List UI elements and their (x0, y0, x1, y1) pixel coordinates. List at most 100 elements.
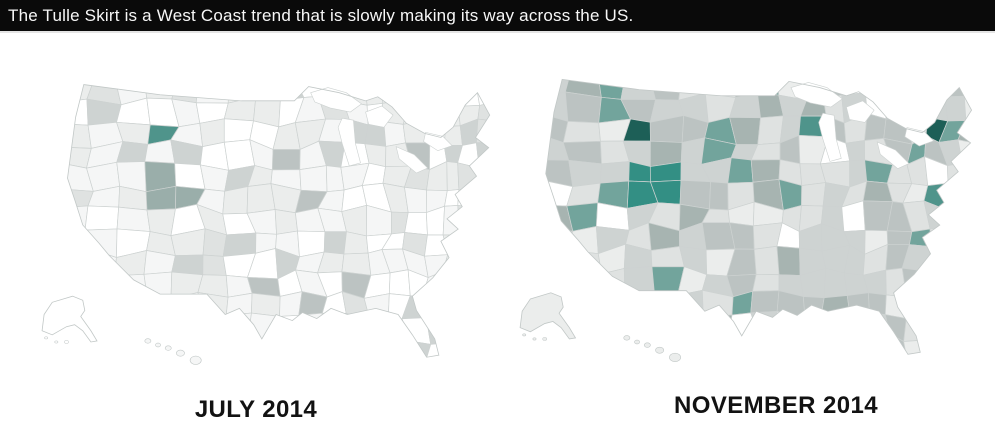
market-region (402, 97, 429, 125)
market-region (922, 293, 946, 313)
lake (365, 105, 394, 128)
hawaii-island (164, 345, 172, 351)
market-region (942, 224, 966, 252)
market-region (299, 165, 328, 193)
market-region (197, 291, 229, 318)
market-region (728, 337, 761, 355)
market-region (568, 159, 602, 188)
lake (846, 100, 875, 123)
market-region (67, 146, 92, 169)
market-region (962, 224, 972, 253)
market-region (597, 79, 626, 100)
market-region (457, 247, 478, 276)
market-region (473, 295, 490, 321)
us-choropleth-svg (519, 78, 973, 362)
market-region (957, 207, 972, 227)
market-region (757, 115, 784, 145)
market-region (422, 292, 445, 319)
market-region (316, 312, 347, 345)
market-region (383, 340, 412, 358)
market-region (406, 84, 429, 100)
market-region (841, 79, 869, 96)
market-region (821, 333, 848, 355)
market-region (884, 314, 907, 343)
market-region (474, 186, 490, 212)
market-region (461, 291, 476, 321)
market-region (316, 339, 348, 358)
market-region (958, 313, 972, 335)
market-region (801, 182, 827, 207)
headline-text: The Tulle Skirt is a West Coast trend th… (8, 6, 634, 25)
market-region (599, 161, 630, 184)
market-region (944, 79, 965, 98)
market-region (804, 337, 828, 355)
market-region (404, 212, 428, 236)
market-region (246, 183, 276, 214)
market-region (223, 118, 254, 143)
great-lakes (310, 87, 453, 174)
market-region (473, 319, 490, 336)
market-region (461, 318, 476, 344)
market-region (442, 271, 466, 294)
market-region (944, 95, 967, 122)
us-outline (545, 78, 973, 355)
market-region (802, 296, 825, 318)
market-region (597, 293, 629, 314)
market-region (199, 118, 225, 148)
map-figure-july-2014: JULY 2014 (38, 72, 506, 424)
lake (876, 141, 910, 169)
market-region (67, 248, 95, 280)
market-region (251, 292, 281, 317)
market-region (223, 139, 256, 171)
market-region (620, 79, 657, 101)
lake (423, 132, 453, 152)
market-region (146, 297, 172, 319)
market-region (114, 273, 148, 299)
hawaii-island (176, 349, 185, 357)
market-region (701, 337, 736, 355)
aleutian-island (64, 340, 69, 344)
market-region (445, 342, 468, 358)
market-region (598, 312, 629, 336)
market-region (927, 246, 944, 273)
market-region (67, 229, 93, 258)
market-region (457, 229, 479, 256)
market-region (67, 205, 89, 237)
market-region (409, 340, 432, 358)
market-region (149, 315, 172, 341)
market-region (963, 90, 972, 122)
choropleth-map-november-2014 (516, 68, 988, 378)
market-region (704, 79, 737, 99)
market-region (116, 206, 151, 232)
market-regions (545, 79, 972, 355)
market-region (652, 294, 678, 317)
market-region (680, 137, 706, 165)
map-caption-november: NOVEMBER 2014 (674, 392, 878, 419)
market-region (446, 161, 460, 192)
market-region (222, 232, 257, 257)
market-region (804, 313, 828, 342)
market-region (388, 269, 411, 297)
market-region (171, 84, 199, 104)
aleutian-island (54, 340, 59, 344)
market-region (91, 340, 118, 358)
market-region (247, 341, 278, 358)
market-region (942, 332, 965, 355)
market-region (957, 183, 972, 211)
market-region (474, 206, 490, 236)
market-region (566, 287, 599, 315)
market-region (758, 334, 785, 355)
market-region (478, 167, 490, 188)
lake (310, 87, 363, 113)
market-region (920, 339, 948, 355)
us-choropleth-svg (41, 84, 491, 365)
market-region (960, 248, 972, 273)
market-region (474, 254, 490, 275)
aleutian-island (522, 333, 527, 337)
market-region (943, 207, 967, 228)
market-region (676, 313, 704, 340)
market-region (443, 291, 467, 320)
market-region (114, 292, 151, 324)
us-outline (67, 84, 491, 358)
market-region (627, 331, 657, 355)
